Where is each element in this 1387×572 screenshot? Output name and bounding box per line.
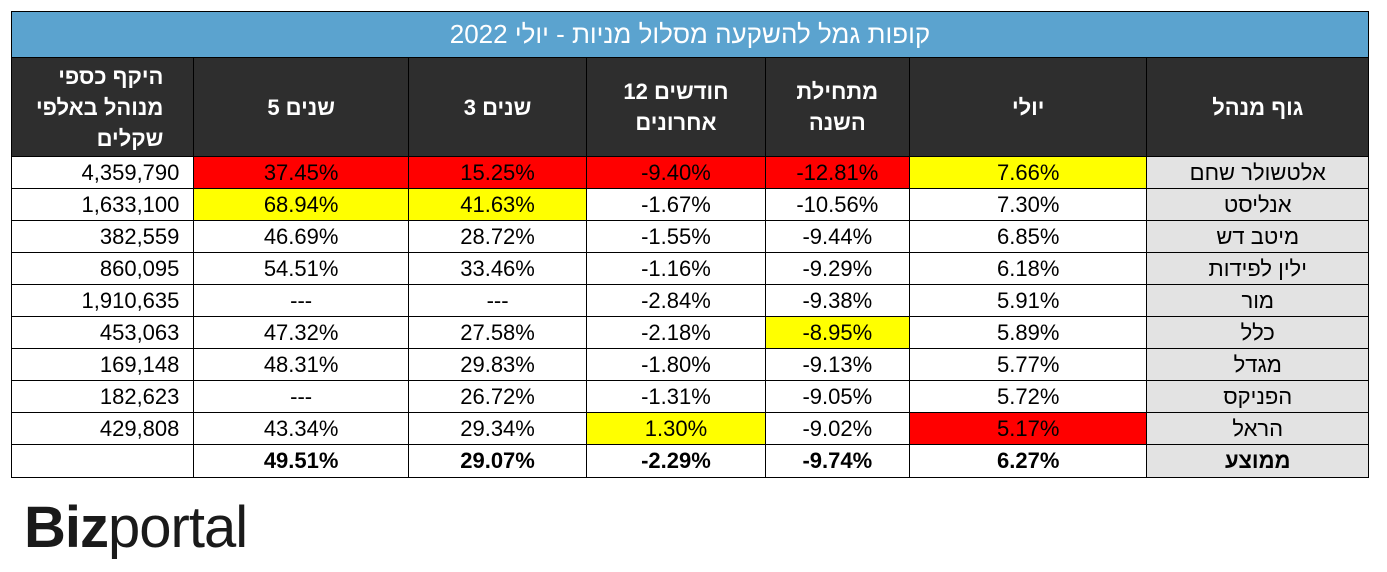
table-body: 4,359,790 37.45% 15.25% -9.40% -12.81% 7… bbox=[10, 156, 1369, 478]
cell-ytd: -12.81% bbox=[764, 156, 910, 189]
table-row: 1,633,100 68.94% 41.63% -1.67% -10.56% 7… bbox=[10, 188, 1369, 221]
cell-5-years: 68.94% bbox=[193, 188, 409, 221]
cell-manager: מגדל bbox=[1146, 348, 1369, 381]
cell-12-months: -1.67% bbox=[586, 188, 766, 221]
cell-july: 5.91% bbox=[908, 284, 1148, 317]
cell-3-years: 27.58% bbox=[407, 316, 588, 349]
table-row: 1,910,635 --- --- -2.84% -9.38% 5.91% מו… bbox=[10, 284, 1369, 317]
cell-volume: 429,808 bbox=[10, 412, 195, 445]
returns-table: קופות גמל להשקעה מסלול מניות - יולי 2022… bbox=[10, 11, 1369, 478]
cell-manager: מיטב דש bbox=[1146, 220, 1369, 253]
logo-biz-text: Biz bbox=[24, 495, 109, 560]
cell-ytd: -10.56% bbox=[764, 188, 910, 221]
cell-12-months: -1.31% bbox=[586, 380, 766, 413]
header-12-months: 12 חודשים אחרונים bbox=[586, 57, 766, 157]
cell-manager: הפניקס bbox=[1146, 380, 1369, 413]
cell-july: 5.17% bbox=[908, 412, 1148, 445]
returns-table-container: קופות גמל להשקעה מסלול מניות - יולי 2022… bbox=[10, 11, 1369, 478]
cell-ytd: -9.29% bbox=[764, 252, 910, 285]
cell-manager: אלטשולר שחם bbox=[1146, 156, 1369, 189]
cell-5-years: 37.45% bbox=[193, 156, 409, 189]
cell-3-years: 15.25% bbox=[407, 156, 588, 189]
cell-5-years: 46.69% bbox=[193, 220, 409, 253]
cell-manager: הראל bbox=[1146, 412, 1369, 445]
cell-ytd: -9.02% bbox=[764, 412, 910, 445]
cell-volume: 453,063 bbox=[10, 316, 195, 349]
table-row: 4,359,790 37.45% 15.25% -9.40% -12.81% 7… bbox=[10, 156, 1369, 189]
cell-volume: 860,095 bbox=[10, 252, 195, 285]
table-title: קופות גמל להשקעה מסלול מניות - יולי 2022 bbox=[11, 11, 1369, 58]
cell-manager: מור bbox=[1146, 284, 1369, 317]
cell-12-months: -1.80% bbox=[586, 348, 766, 381]
cell-12-months: -2.84% bbox=[586, 284, 766, 317]
logo-portal-text: portal bbox=[108, 495, 248, 560]
cell-july: 5.72% bbox=[908, 380, 1148, 413]
table-row: 453,063 47.32% 27.58% -2.18% -8.95% 5.89… bbox=[10, 316, 1369, 349]
cell-12-months: 1.30% bbox=[586, 412, 766, 445]
cell-3-years: 29.07% bbox=[407, 444, 588, 478]
table-row: 382,559 46.69% 28.72% -1.55% -9.44% 6.85… bbox=[10, 220, 1369, 253]
header-5-years: 5 שנים bbox=[193, 57, 409, 157]
cell-july: 5.77% bbox=[908, 348, 1148, 381]
cell-3-years: 33.46% bbox=[407, 252, 588, 285]
cell-ytd: -8.95% bbox=[764, 316, 910, 349]
table-row: 169,148 48.31% 29.83% -1.80% -9.13% 5.77… bbox=[10, 348, 1369, 381]
cell-12-months: -1.16% bbox=[586, 252, 766, 285]
cell-volume bbox=[10, 444, 195, 478]
cell-ytd: -9.38% bbox=[764, 284, 910, 317]
cell-volume: 182,623 bbox=[10, 380, 195, 413]
cell-5-years: 43.34% bbox=[193, 412, 409, 445]
cell-5-years: 47.32% bbox=[193, 316, 409, 349]
header-ytd: מתחילת השנה bbox=[764, 57, 910, 157]
cell-ytd: -9.74% bbox=[764, 444, 910, 478]
cell-volume: 1,633,100 bbox=[10, 188, 195, 221]
table-row: 182,623 --- 26.72% -1.31% -9.05% 5.72% ה… bbox=[10, 380, 1369, 413]
cell-12-months: -2.18% bbox=[586, 316, 766, 349]
cell-volume: 169,148 bbox=[10, 348, 195, 381]
table-row: 429,808 43.34% 29.34% 1.30% -9.02% 5.17%… bbox=[10, 412, 1369, 445]
cell-july: 6.85% bbox=[908, 220, 1148, 253]
cell-manager: כלל bbox=[1146, 316, 1369, 349]
cell-5-years: --- bbox=[193, 380, 409, 413]
cell-3-years: --- bbox=[407, 284, 588, 317]
cell-12-months: -2.29% bbox=[586, 444, 766, 478]
cell-july: 6.18% bbox=[908, 252, 1148, 285]
cell-5-years: --- bbox=[193, 284, 409, 317]
header-manager: גוף מנהל bbox=[1146, 57, 1369, 157]
cell-3-years: 29.83% bbox=[407, 348, 588, 381]
cell-volume: 1,910,635 bbox=[10, 284, 195, 317]
cell-july: 7.30% bbox=[908, 188, 1148, 221]
bizportal-logo: Bizportal bbox=[24, 494, 248, 560]
cell-ytd: -9.13% bbox=[764, 348, 910, 381]
cell-ytd: -9.05% bbox=[764, 380, 910, 413]
table-row: 860,095 54.51% 33.46% -1.16% -9.29% 6.18… bbox=[10, 252, 1369, 285]
cell-july: 7.66% bbox=[908, 156, 1148, 189]
cell-3-years: 28.72% bbox=[407, 220, 588, 253]
cell-5-years: 54.51% bbox=[193, 252, 409, 285]
cell-volume: 4,359,790 bbox=[10, 156, 195, 189]
header-3-years: 3 שנים bbox=[407, 57, 588, 157]
cell-july: 5.89% bbox=[908, 316, 1148, 349]
header-volume: היקף כספי מנוהל באלפי שקלים bbox=[10, 57, 195, 157]
cell-5-years: 49.51% bbox=[193, 444, 409, 478]
cell-ytd: -9.44% bbox=[764, 220, 910, 253]
cell-manager: ממוצע bbox=[1146, 444, 1369, 478]
cell-volume: 382,559 bbox=[10, 220, 195, 253]
average-row: 49.51% 29.07% -2.29% -9.74% 6.27% ממוצע bbox=[10, 444, 1369, 478]
header-july: יולי bbox=[908, 57, 1148, 157]
cell-12-months: -1.55% bbox=[586, 220, 766, 253]
cell-july: 6.27% bbox=[908, 444, 1148, 478]
cell-manager: ילין לפידות bbox=[1146, 252, 1369, 285]
cell-5-years: 48.31% bbox=[193, 348, 409, 381]
cell-manager: אנליסט bbox=[1146, 188, 1369, 221]
cell-3-years: 29.34% bbox=[407, 412, 588, 445]
cell-12-months: -9.40% bbox=[586, 156, 766, 189]
cell-3-years: 41.63% bbox=[407, 188, 588, 221]
cell-3-years: 26.72% bbox=[407, 380, 588, 413]
